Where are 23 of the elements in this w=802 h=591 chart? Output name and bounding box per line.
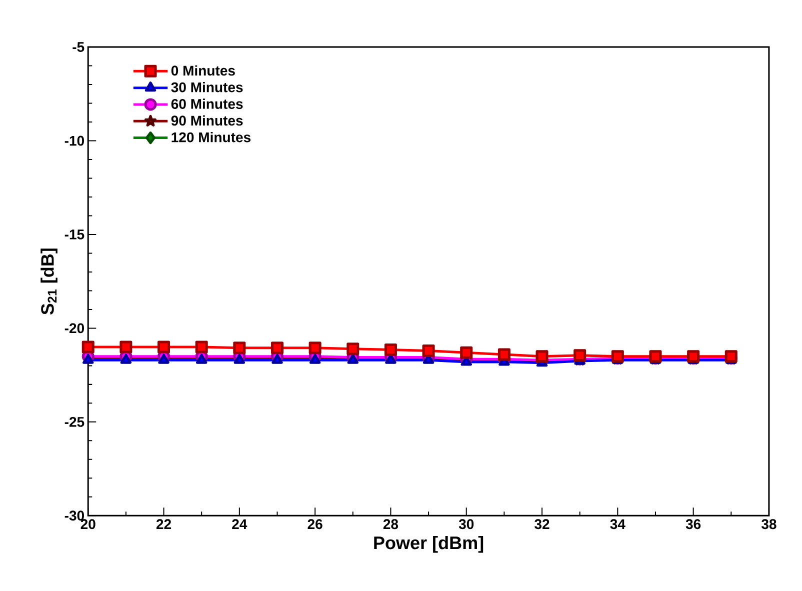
x-tick-label: 28 [383,519,398,530]
legend-label: 90 Minutes [171,115,243,126]
y-tick-label: -15 [64,230,84,240]
x-tick-label: 20 [80,519,96,530]
y-tick-label: -30 [64,510,84,521]
y-axis-title: S$_{21}$ [dB] [40,248,58,315]
y-tick-label: -10 [64,136,84,146]
y-tick-label: -25 [64,417,84,428]
x-tick-label: 22 [156,519,171,530]
legend-label: 120 Minutes [172,132,251,142]
legend-label: 0 Minutes [171,65,235,76]
x-tick-label: 34 [610,519,626,530]
x-tick-label: 36 [686,519,701,530]
x-tick-label: 26 [308,519,322,530]
x-tick-label: 24 [232,519,248,530]
legend-label: 60 Minutes [171,98,243,110]
legend-label: 30 Minutes [171,82,243,92]
x-tick-label: 38 [761,519,776,530]
x-axis-title: Power [dBm] [374,536,484,553]
x-tick-label: 32 [534,519,550,530]
x-tick-label: 30 [458,519,474,530]
y-tick-label: -20 [64,323,84,334]
y-tick-label: -5 [72,42,84,52]
